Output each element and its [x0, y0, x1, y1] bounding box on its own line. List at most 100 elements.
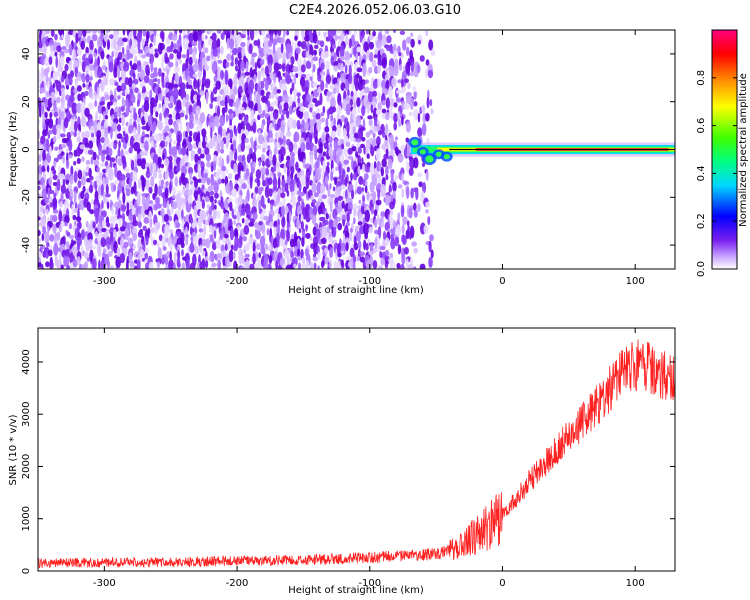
spectrogram-cell [89, 58, 94, 65]
spectrogram-cell [410, 187, 414, 199]
spectrogram-cell [143, 100, 150, 113]
spectrogram-cell [100, 50, 105, 60]
spectrogram-cell [157, 246, 162, 260]
spectrogram-cell [177, 213, 182, 220]
spectrogram-cell [263, 215, 269, 221]
spectrogram-cell [284, 239, 288, 246]
spectrogram-cell [172, 194, 176, 199]
spectrogram-cell [142, 241, 146, 253]
spectrogram-cell [137, 178, 142, 189]
spectrogram-cell [286, 130, 292, 138]
spectrogram-cell [141, 54, 147, 59]
spectrogram-cell [212, 47, 219, 58]
spectrogram-cell [85, 165, 90, 171]
spectrogram-cell [44, 56, 50, 67]
spectrogram-x-tick-label: 100 [626, 276, 645, 287]
spectrogram-cell [421, 104, 426, 113]
spectrogram-cell [117, 95, 121, 100]
spectrogram-cell [349, 247, 355, 258]
spectrogram-cell [309, 236, 313, 241]
spectrogram-cell [320, 183, 326, 194]
spectrogram-cell [268, 154, 272, 162]
spectrogram-cell [40, 87, 46, 94]
spectrogram-cell [255, 169, 262, 180]
spectrogram-cell [209, 103, 214, 109]
spectrogram-cell [381, 108, 387, 114]
spectrogram-cell [65, 84, 70, 90]
spectrogram-cell [377, 101, 382, 111]
spectrogram-cell [69, 234, 75, 240]
spectrogram-cell [371, 59, 377, 68]
spectrogram-cell [60, 220, 65, 228]
spectrogram-cell [52, 135, 57, 144]
spectrogram-cell [156, 241, 160, 248]
spectrogram-cell [179, 45, 183, 53]
spectrogram-cell [44, 196, 50, 204]
spectrogram-cell [339, 56, 345, 61]
spectrogram-cell [108, 147, 113, 157]
spectrogram-cell [174, 176, 179, 187]
spectrogram-cell [322, 105, 326, 114]
spectrogram-cell [305, 176, 310, 190]
spectrogram-cell [297, 96, 301, 104]
spectrogram-cell [112, 228, 117, 240]
spectrogram-cell [358, 199, 361, 204]
spectrogram-cell [208, 30, 214, 34]
spectrogram-cell [106, 201, 110, 210]
spectrogram-cell [118, 140, 121, 150]
snr-frame [37, 327, 676, 572]
spectrogram-cell [139, 69, 145, 82]
spectrogram-cell [397, 244, 402, 255]
spectrogram-cell [123, 241, 129, 248]
spectrogram-cell [400, 167, 405, 176]
spectrogram-cell [393, 112, 398, 123]
spectrogram-cell [75, 32, 79, 44]
spectrogram-cell [181, 54, 187, 59]
spectrogram-cell [168, 102, 174, 109]
spectrogram-cell [313, 262, 317, 269]
spectrogram-cell [227, 113, 234, 122]
spectrogram-cell [225, 142, 229, 149]
spectrogram-cell [168, 118, 173, 126]
spectrogram-cell [393, 102, 398, 108]
spectrogram-cell [325, 213, 329, 220]
spectrogram-cell [381, 34, 388, 48]
spectrogram-cell [258, 159, 261, 167]
spectrogram-cell [296, 92, 301, 98]
spectrogram-cell [204, 47, 209, 54]
spectrogram-cell [153, 106, 157, 114]
spectrogram-x-label: Height of straight line (km) [288, 285, 424, 296]
spectrogram-cell [237, 237, 243, 249]
spectrogram-cell [219, 229, 225, 240]
spectrogram-cell [183, 37, 189, 50]
spectrogram-cell [310, 58, 314, 69]
spectrogram-cell [156, 106, 160, 112]
spectrogram-cell [86, 201, 91, 212]
spectrogram-cell [296, 172, 301, 180]
spectrogram-cell [76, 146, 82, 157]
spectrogram-cell [399, 263, 405, 269]
spectrogram-cell [254, 105, 258, 111]
spectrogram-cell [368, 66, 373, 74]
spectrogram-cell [380, 166, 384, 177]
spectrogram-cell [105, 146, 110, 156]
spectrogram-cell [291, 195, 297, 208]
spectrogram-cell [392, 190, 396, 201]
spectrogram-cell [332, 231, 336, 238]
spectrogram-cell [63, 117, 69, 129]
spectrogram-cell [137, 221, 142, 229]
spectrogram-cell [69, 175, 74, 185]
spectrogram-cell [276, 63, 283, 70]
spectrogram-cell [365, 242, 369, 251]
spectrogram-cell [119, 226, 126, 232]
spectrogram-cell [98, 114, 102, 121]
spectrogram-cell [309, 76, 313, 82]
colorbar-tick-label: 0.4 [696, 165, 707, 181]
spectrogram-cell [397, 152, 404, 163]
spectrogram-cell [164, 140, 168, 148]
spectrogram-cell [401, 79, 404, 90]
spectrogram-cell [336, 30, 342, 34]
colorbar-label: Normalized spectral amplitude [738, 73, 749, 227]
spectrogram-cell [48, 176, 53, 186]
spectrogram-cell [60, 143, 66, 149]
